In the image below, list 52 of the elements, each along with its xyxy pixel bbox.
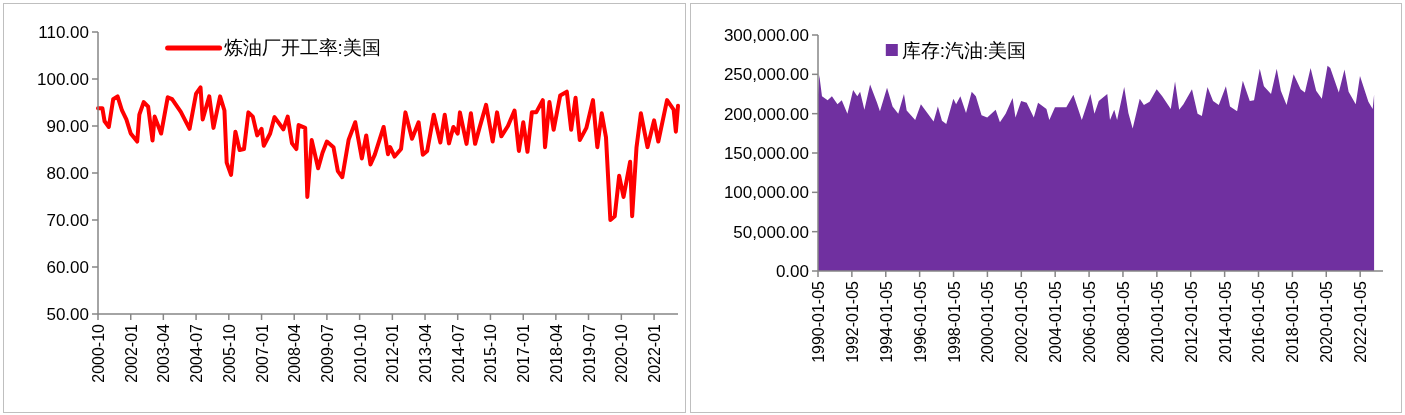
y-tick-label: 250,000.00 bbox=[723, 65, 809, 85]
x-tick-label: 2012-01-05 bbox=[1182, 280, 1200, 363]
x-tick-label: 2009-07 bbox=[318, 323, 336, 383]
y-tick-label: 100,000.00 bbox=[723, 183, 809, 203]
x-tick-label: 1996-01-05 bbox=[911, 280, 929, 363]
x-tick-label: 2008-04 bbox=[286, 323, 304, 383]
y-tick-label: 150,000.00 bbox=[723, 144, 809, 163]
x-tick-label: 2022-01 bbox=[646, 323, 664, 383]
legend-label: 炼油厂开工率:美国 bbox=[223, 37, 381, 58]
x-tick-label: 1990-01-05 bbox=[810, 280, 827, 363]
x-tick-label: 2017-01 bbox=[515, 323, 533, 383]
x-tick-label: 2014-01-05 bbox=[1216, 280, 1234, 363]
x-tick-label: 2010-01-05 bbox=[1148, 280, 1166, 363]
x-tick-label: 2010-10 bbox=[351, 323, 369, 383]
x-tick-label: 1998-01-05 bbox=[945, 280, 963, 363]
x-tick-label: 2005-10 bbox=[220, 323, 238, 383]
x-tick-label: 1992-01-05 bbox=[843, 280, 861, 363]
x-tick-label: 2019-07 bbox=[580, 323, 598, 383]
x-tick-label: 2004-07 bbox=[188, 323, 206, 383]
y-tick-label: 90.00 bbox=[46, 117, 89, 136]
y-tick-label: 300,000.00 bbox=[723, 26, 809, 45]
x-tick-label: 2013-04 bbox=[417, 323, 435, 383]
x-tick-label: 2015-10 bbox=[482, 323, 500, 383]
y-tick-label: 110.00 bbox=[38, 23, 89, 42]
x-tick-label: 2020-10 bbox=[613, 323, 631, 383]
x-tick-label: 2020-01-05 bbox=[1318, 280, 1336, 363]
x-tick-label: 2018-01-05 bbox=[1284, 280, 1302, 363]
x-tick-label: 2014-07 bbox=[449, 323, 467, 383]
y-tick-label: 80.00 bbox=[46, 164, 89, 183]
x-tick-label: 2000-10 bbox=[90, 323, 107, 383]
y-tick-label: 200,000.00 bbox=[723, 104, 809, 124]
x-tick-label: 2016-01-05 bbox=[1250, 280, 1268, 363]
line-series bbox=[96, 85, 680, 222]
x-tick-label: 2018-04 bbox=[547, 323, 565, 383]
x-tick-label: 2000-01-05 bbox=[979, 280, 997, 363]
x-tick-label: 2003-04 bbox=[155, 323, 173, 383]
x-tick-label: 2002-01-05 bbox=[1013, 280, 1031, 363]
y-tick-label: 100.00 bbox=[37, 70, 89, 89]
y-tick-label: 0.00 bbox=[775, 262, 809, 281]
y-tick-label: 50,000.00 bbox=[733, 222, 809, 242]
y-tick-label: 60.00 bbox=[46, 258, 89, 277]
x-tick-label: 2004-01-05 bbox=[1047, 280, 1065, 363]
y-tick-label: 50.00 bbox=[46, 305, 89, 324]
x-tick-label: 1994-01-05 bbox=[877, 280, 895, 363]
x-tick-label: 2006-01-05 bbox=[1081, 280, 1099, 363]
x-tick-label: 2012-01 bbox=[384, 323, 402, 383]
x-tick-label: 2008-01-05 bbox=[1114, 280, 1132, 363]
y-tick-label: 70.00 bbox=[46, 211, 89, 230]
legend-label: 库存:汽油:美国 bbox=[901, 40, 1027, 61]
x-tick-label: 2007-01 bbox=[253, 323, 271, 383]
x-tick-label: 2022-01-05 bbox=[1352, 280, 1370, 363]
x-tick-label: 2002-01 bbox=[122, 323, 140, 383]
